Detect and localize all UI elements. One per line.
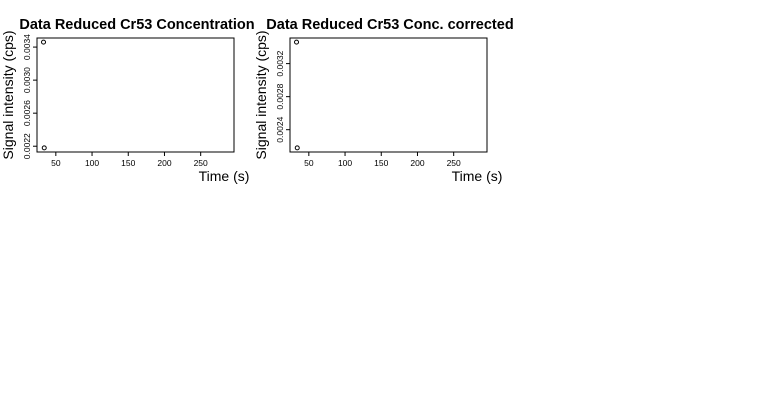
x-axis: 50 100 150 200 250 [51,152,208,168]
y-axis-title: Signal intensity (cps) [0,30,16,159]
x-axis-title: Time (s) [452,168,503,184]
data-point [294,145,300,151]
chart-title: Data Reduced Cr53 Conc. corrected [266,17,513,33]
y-tick-label: 0.0032 [275,50,285,76]
x-tick-label: 150 [374,158,388,168]
x-tick-label: 200 [410,158,424,168]
x-tick-label: 200 [157,158,171,168]
chart-panel-cr53-conc-corrected: Data Reduced Cr53 Conc. corrected 50 100 1… [253,17,514,184]
data-points [294,39,300,151]
y-tick-label: 0.0022 [22,133,32,159]
y-tick-label: 0.0026 [22,100,32,126]
plot-frame [36,37,235,153]
x-tick-label: 50 [51,158,61,168]
x-tick-label: 150 [121,158,135,168]
chart-panel-cr53-concentration: Data Reduced Cr53 Concentration 50 100 150… [0,17,255,184]
chart-title: Data Reduced Cr53 Concentration [19,17,254,33]
data-points [41,39,47,151]
y-axis: 0.0024 0.0028 0.0032 [275,50,290,143]
x-tick-label: 50 [304,158,314,168]
y-tick-label: 0.0024 [275,116,285,142]
y-tick-label: 0.0028 [275,83,285,109]
data-point [41,39,47,45]
x-tick-label: 250 [194,158,208,168]
y-axis-title: Signal intensity (cps) [253,30,269,159]
y-tick-label: 0.0034 [22,34,32,60]
x-tick-label: 100 [338,158,352,168]
data-point [294,39,300,45]
x-tick-label: 100 [85,158,99,168]
y-tick-label: 0.0030 [22,67,32,93]
plot-frame [289,37,488,153]
x-axis: 50 100 150 200 250 [304,152,461,168]
x-tick-label: 250 [447,158,461,168]
y-axis: 0.0022 0.0026 0.0030 0.0034 [22,34,37,159]
x-axis-title: Time (s) [199,168,250,184]
data-point [41,145,47,151]
